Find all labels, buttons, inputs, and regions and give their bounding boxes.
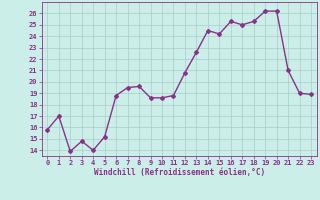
X-axis label: Windchill (Refroidissement éolien,°C): Windchill (Refroidissement éolien,°C) [94, 168, 265, 177]
